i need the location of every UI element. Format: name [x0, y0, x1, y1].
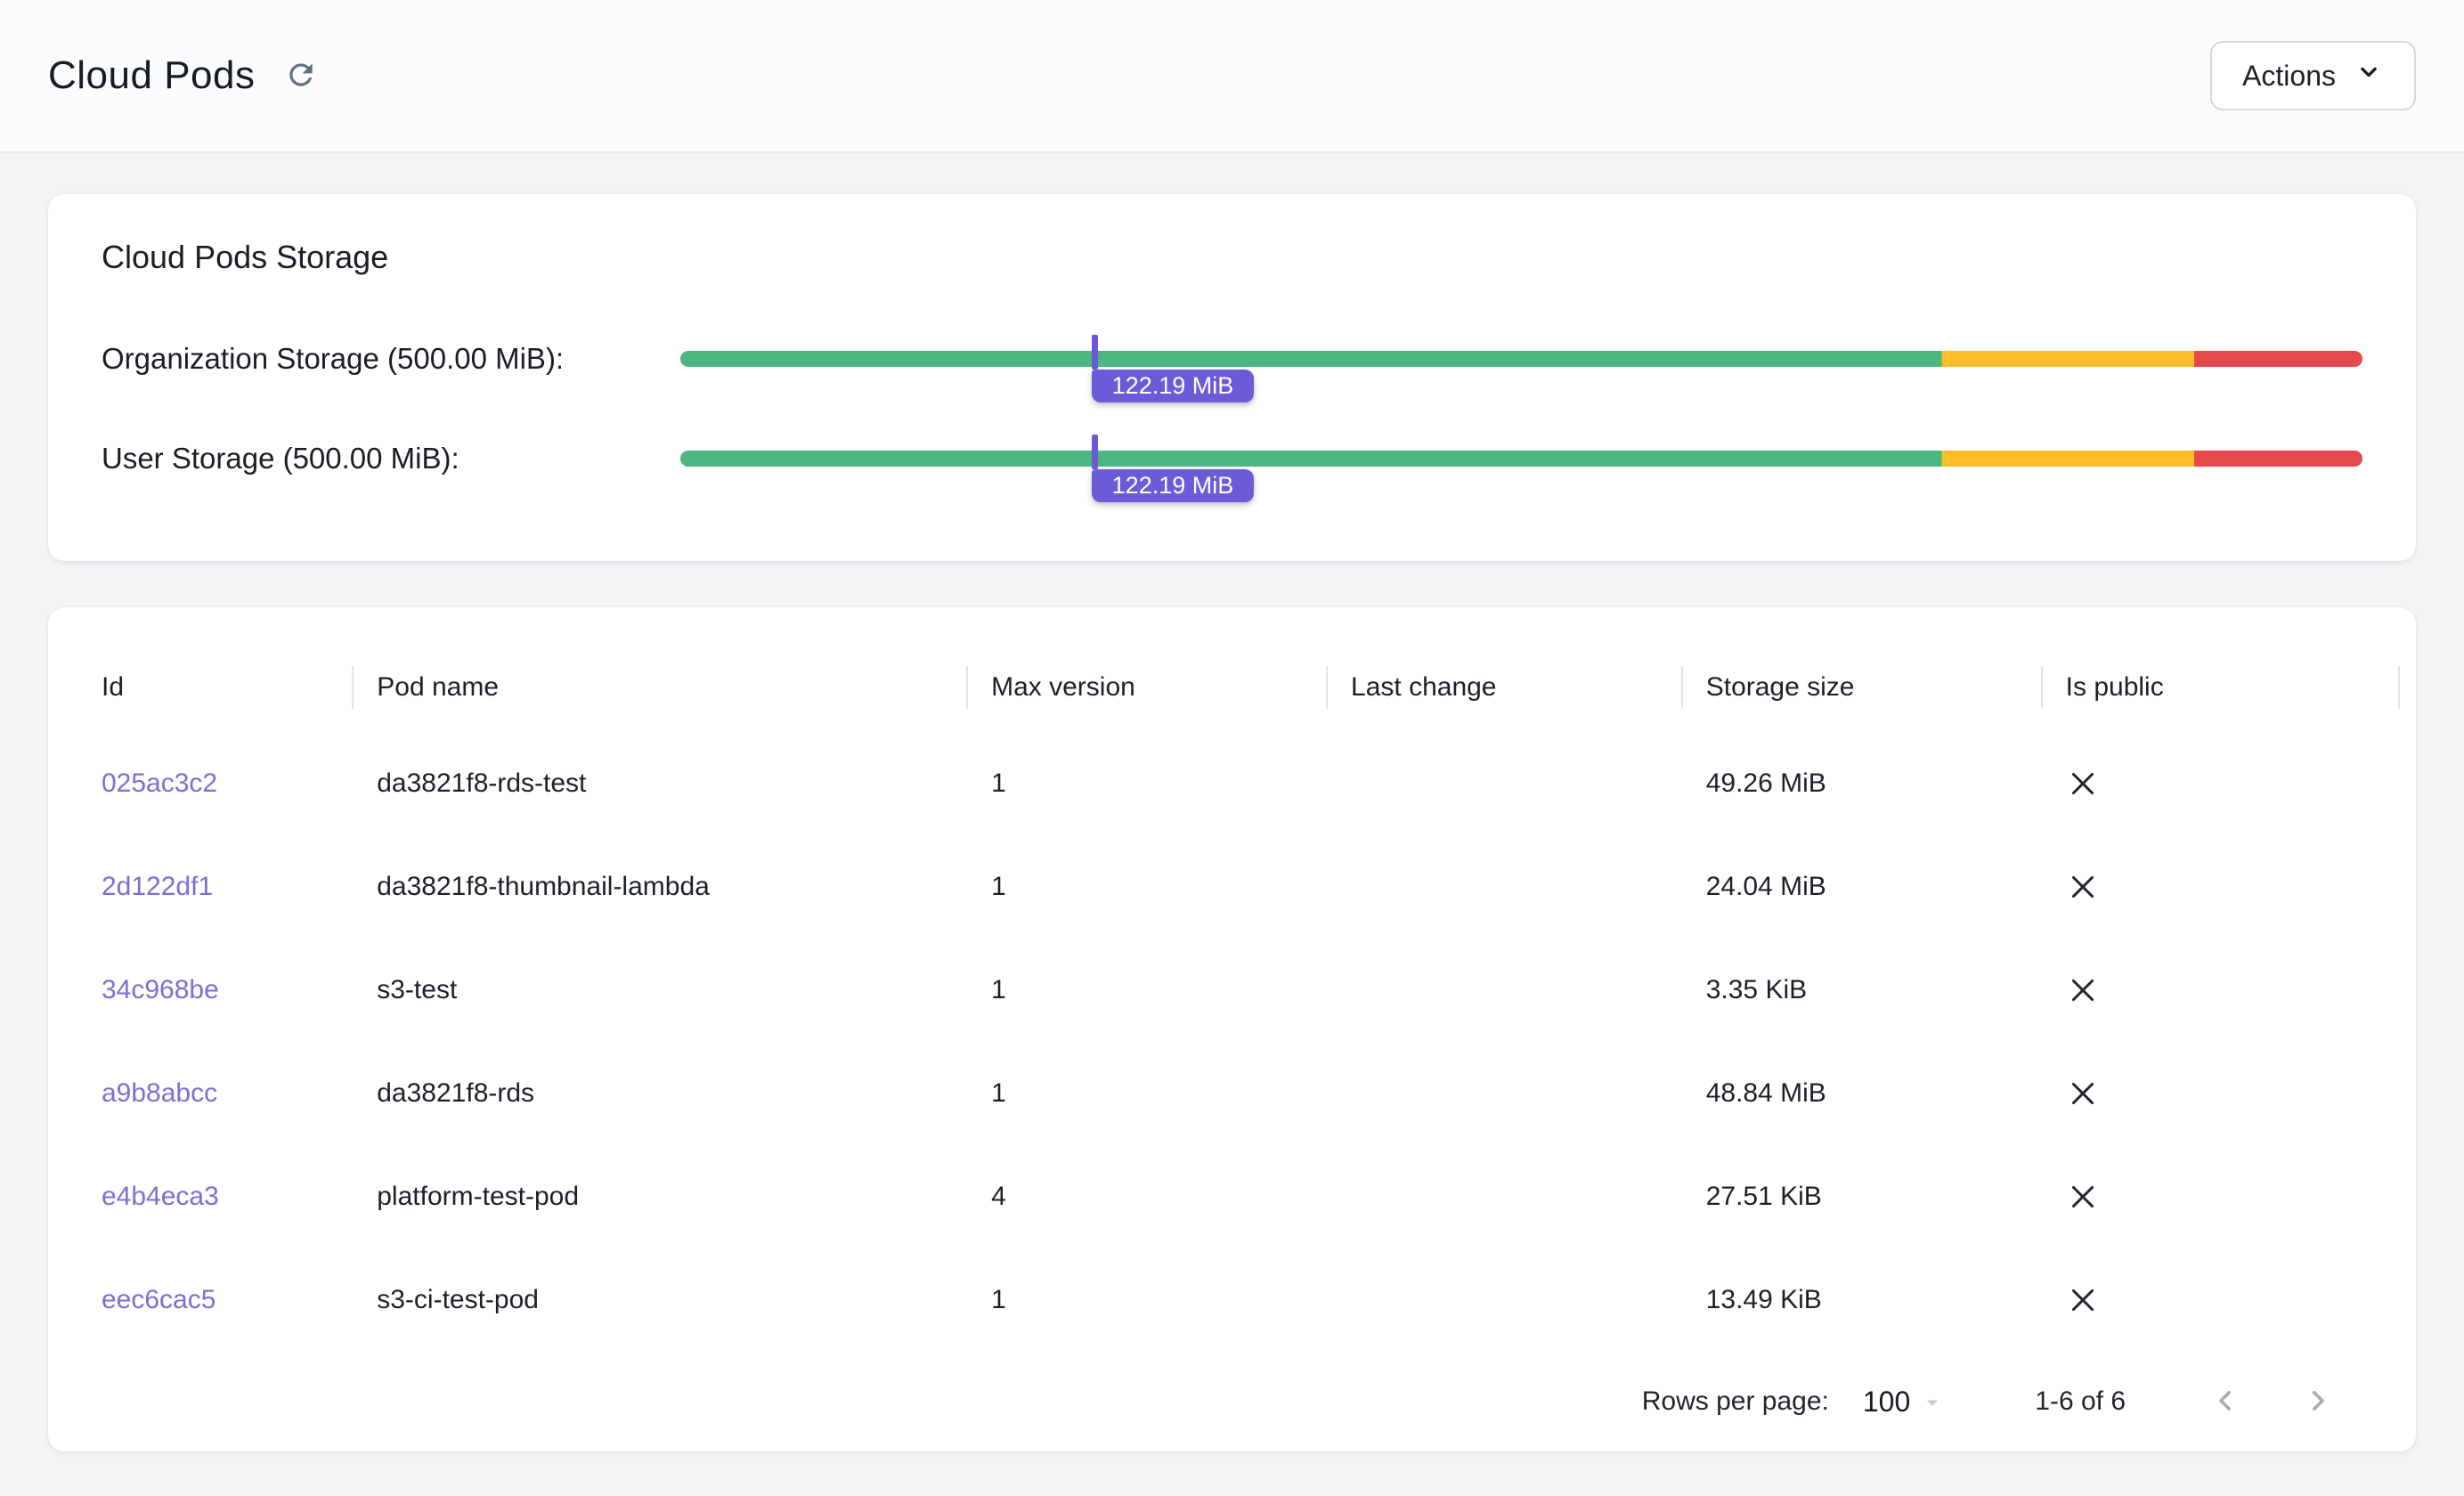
cell-storage-size: 3.35 KiB: [1705, 975, 1808, 1004]
rows-per-page-value: 100: [1862, 1385, 1911, 1418]
chevron-right-icon: [2300, 1383, 2336, 1421]
pod-id-link[interactable]: 2d122df1: [102, 872, 214, 901]
marker-label: 122.19 MiB: [1091, 370, 1255, 402]
storage-bar-track: 122.19 MiB: [680, 435, 2362, 502]
pod-id-link[interactable]: eec6cac5: [102, 1285, 216, 1314]
cell-is-public: [2043, 835, 2400, 939]
prev-page-button[interactable]: [2208, 1383, 2243, 1421]
cell-id: 34c968be: [64, 939, 354, 1042]
cell-is-public: [2043, 732, 2400, 835]
marker-tick: [1091, 435, 1098, 469]
storage-bar-track: 122.19 MiB: [680, 335, 2362, 402]
marker-label: 122.19 MiB: [1091, 469, 1255, 502]
cell-pod-name: da3821f8-rds-test: [377, 768, 587, 798]
chevron-down-icon: [2354, 57, 2384, 94]
actions-button-label: Actions: [2242, 59, 2336, 92]
page-range-label: 1-6 of 6: [2035, 1386, 2126, 1416]
close-icon: [2066, 1180, 2400, 1214]
cell-storage-size: 24.04 MiB: [1705, 872, 1826, 901]
table-row: 34c968be s3-test 1 3.35 KiB: [64, 939, 2400, 1042]
pods-table-card: Id Pod name Max version Last change Stor…: [48, 607, 2416, 1451]
cell-pod-name: da3821f8-rds: [377, 1078, 535, 1108]
marker-tick: [1091, 335, 1098, 370]
cell-is-public: [2043, 1248, 2400, 1352]
storage-row: User Storage (500.00 MiB): 122.19 MiB: [102, 435, 2362, 502]
pods-table: Id Pod name Max version Last change Stor…: [64, 643, 2400, 1352]
storage-bar: [680, 351, 2362, 367]
cell-id: eec6cac5: [64, 1248, 354, 1352]
cell-id: 2d122df1: [64, 835, 354, 939]
table-header-row: Id Pod name Max version Last change Stor…: [64, 643, 2400, 732]
cell-storage-size: 49.26 MiB: [1705, 768, 1826, 798]
cell-max-version: 1: [991, 1078, 1006, 1108]
close-icon: [2066, 1283, 2400, 1317]
top-bar: Cloud Pods Actions: [0, 0, 2464, 153]
chevron-left-icon: [2208, 1383, 2243, 1421]
close-icon: [2066, 1077, 2400, 1110]
refresh-button[interactable]: [281, 56, 321, 95]
storage-card-title: Cloud Pods Storage: [102, 239, 389, 275]
pagination: Rows per page: 100 1-6 of 6: [64, 1352, 2400, 1451]
dropdown-caret-icon: [1919, 1389, 1946, 1419]
next-page-button[interactable]: [2300, 1383, 2336, 1421]
column-header-storage-size: Storage size: [1683, 643, 2043, 732]
table-row: 025ac3c2 da3821f8-rds-test 1 49.26 MiB: [64, 732, 2400, 835]
cell-last-change: [1328, 1042, 1683, 1145]
cell-max-version: 1: [991, 872, 1006, 901]
column-header-max-version: Max version: [968, 643, 1328, 732]
rows-per-page-select[interactable]: 100: [1863, 1386, 1946, 1419]
cell-pod-name: s3-test: [377, 975, 458, 1004]
rows-per-page-label: Rows per page:: [1641, 1386, 1829, 1416]
storage-row: Organization Storage (500.00 MiB): 122.1…: [102, 335, 2362, 402]
pod-id-link[interactable]: 025ac3c2: [102, 768, 218, 798]
pod-id-link[interactable]: 34c968be: [102, 975, 219, 1004]
main-content: Cloud Pods Storage Organization Storage …: [0, 153, 2464, 1451]
cell-last-change: [1328, 1248, 1683, 1352]
cell-is-public: [2043, 1042, 2400, 1145]
storage-card: Cloud Pods Storage Organization Storage …: [48, 194, 2416, 561]
storage-bar: [680, 451, 2362, 467]
cell-storage-size: 13.49 KiB: [1705, 1285, 1822, 1314]
table-row: 2d122df1 da3821f8-thumbnail-lambda 1 24.…: [64, 835, 2400, 939]
cell-last-change: [1328, 1145, 1683, 1248]
column-header-pod-name: Pod name: [354, 643, 968, 732]
column-header-last-change: Last change: [1328, 643, 1683, 732]
cell-pod-name: da3821f8-thumbnail-lambda: [377, 872, 710, 901]
table-row: e4b4eca3 platform-test-pod 4 27.51 KiB: [64, 1145, 2400, 1248]
cell-storage-size: 27.51 KiB: [1705, 1182, 1822, 1211]
cell-last-change: [1328, 939, 1683, 1042]
table-row: a9b8abcc da3821f8-rds 1 48.84 MiB: [64, 1042, 2400, 1145]
cell-is-public: [2043, 1145, 2400, 1248]
actions-button[interactable]: Actions: [2210, 41, 2416, 110]
storage-label: User Storage (500.00 MiB):: [102, 442, 459, 475]
column-header-id: Id: [64, 643, 354, 732]
cell-pod-name: platform-test-pod: [377, 1182, 580, 1211]
pod-id-link[interactable]: e4b4eca3: [102, 1182, 219, 1211]
table-row: eec6cac5 s3-ci-test-pod 1 13.49 KiB: [64, 1248, 2400, 1352]
column-header-is-public: Is public: [2043, 643, 2400, 732]
cell-max-version: 1: [991, 1285, 1006, 1314]
cell-is-public: [2043, 939, 2400, 1042]
cell-storage-size: 48.84 MiB: [1705, 1078, 1826, 1108]
cell-pod-name: s3-ci-test-pod: [377, 1285, 539, 1314]
cell-max-version: 4: [991, 1182, 1006, 1211]
cell-last-change: [1328, 732, 1683, 835]
cell-id: a9b8abcc: [64, 1042, 354, 1145]
cell-id: 025ac3c2: [64, 732, 354, 835]
cell-max-version: 1: [991, 768, 1006, 798]
close-icon: [2066, 973, 2400, 1007]
cell-max-version: 1: [991, 975, 1006, 1004]
storage-label: Organization Storage (500.00 MiB):: [102, 342, 565, 375]
refresh-icon: [284, 58, 318, 94]
storage-rows: Organization Storage (500.00 MiB): 122.1…: [102, 335, 2362, 502]
cell-last-change: [1328, 835, 1683, 939]
pod-id-link[interactable]: a9b8abcc: [102, 1078, 218, 1108]
close-icon: [2066, 870, 2400, 904]
page-title: Cloud Pods: [48, 53, 256, 97]
cell-id: e4b4eca3: [64, 1145, 354, 1248]
close-icon: [2066, 767, 2400, 801]
